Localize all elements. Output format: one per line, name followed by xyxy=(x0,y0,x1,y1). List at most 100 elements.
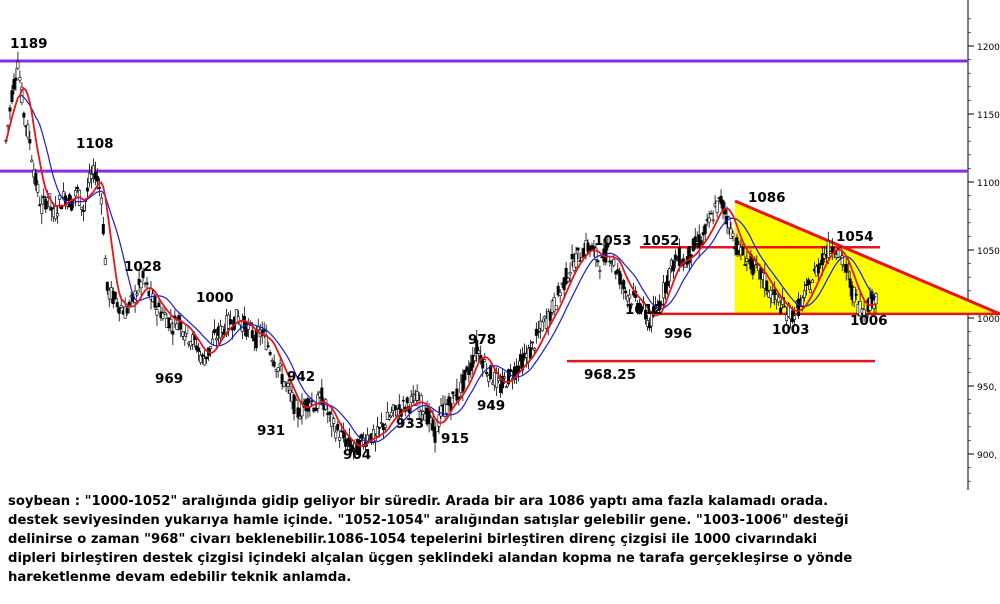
candle-body xyxy=(276,367,280,372)
price-label-933: 933 xyxy=(396,416,424,432)
candle-body xyxy=(699,240,703,245)
price-label-1052: 1052 xyxy=(642,233,680,249)
candle-body xyxy=(18,77,22,81)
candle-body xyxy=(332,418,336,424)
candle-body xyxy=(16,61,20,69)
candle-body xyxy=(475,339,479,354)
price-label-1054: 1054 xyxy=(836,229,874,245)
candle-body xyxy=(723,209,727,215)
candle-body xyxy=(455,388,459,401)
candle-body xyxy=(503,376,507,379)
candle-body xyxy=(820,253,824,266)
candle-body xyxy=(630,303,634,306)
candle-body xyxy=(816,264,820,274)
candle-body xyxy=(437,414,441,427)
candle-body xyxy=(727,216,731,229)
y-axis-tick-label: 900, xyxy=(977,451,997,461)
candle-body xyxy=(236,316,240,324)
candle-body xyxy=(463,369,467,381)
commentary-line: soybean : "1000-1052" aralığında gidip g… xyxy=(8,494,829,509)
candle-body xyxy=(769,289,773,299)
candle-body xyxy=(477,350,481,354)
candle-body xyxy=(854,293,858,296)
descending-triangle xyxy=(734,199,1000,316)
candle-body xyxy=(864,315,868,317)
candle-body xyxy=(858,300,862,316)
candle-body xyxy=(334,431,338,439)
price-label-904: 904 xyxy=(343,447,371,463)
candle-body xyxy=(741,247,745,256)
candle-body xyxy=(652,306,656,317)
candle-body xyxy=(183,335,187,341)
candle-body xyxy=(36,184,40,193)
candle-body xyxy=(497,378,501,382)
candle-body xyxy=(542,316,546,320)
candle-body xyxy=(288,389,292,394)
candle-body xyxy=(844,264,848,273)
candle-body xyxy=(411,393,415,396)
candle-body xyxy=(626,295,630,302)
fast-moving-average-line xyxy=(5,87,877,447)
candle-body xyxy=(85,187,89,192)
candle-body xyxy=(254,329,258,349)
candle-body xyxy=(457,396,461,399)
candle-body xyxy=(352,447,356,450)
commentary-line: destek seviyesinden yukarıya hamle içind… xyxy=(8,513,849,528)
candle-body xyxy=(153,296,157,308)
candle-body xyxy=(294,399,298,401)
candle-body xyxy=(667,268,671,282)
candle-body xyxy=(409,395,413,404)
candle-body xyxy=(846,270,850,273)
candle-body xyxy=(707,217,711,223)
candle-body xyxy=(161,312,165,319)
candle-body xyxy=(439,405,443,417)
candle-body xyxy=(536,330,540,333)
candle-body xyxy=(54,205,58,219)
slow-moving-average-line xyxy=(5,94,877,443)
candle-body xyxy=(568,272,572,275)
candle-body xyxy=(74,190,78,197)
candle-body xyxy=(401,399,405,402)
candle-body xyxy=(576,247,580,251)
candle-body xyxy=(60,206,64,210)
candle-body xyxy=(296,407,300,418)
candle-body xyxy=(640,309,644,312)
candle-body xyxy=(622,280,626,290)
candle-body xyxy=(638,303,642,313)
candle-body xyxy=(197,347,201,352)
price-label-968.25: 968.25 xyxy=(584,367,636,383)
candle-body xyxy=(292,394,296,414)
candle-body xyxy=(342,431,346,439)
candle-body xyxy=(485,371,489,375)
candle-body xyxy=(40,203,44,214)
candle-body xyxy=(657,300,661,311)
candle-body xyxy=(564,267,568,285)
candle-body xyxy=(280,374,284,384)
candle-body xyxy=(804,284,808,286)
candle-body xyxy=(76,187,80,190)
candle-body xyxy=(618,271,622,285)
candle-body xyxy=(298,416,302,419)
candle-body xyxy=(431,419,435,431)
candle-body xyxy=(659,303,663,306)
candle-body xyxy=(228,319,232,325)
y-axis-tick-label: 1100, xyxy=(977,179,1000,189)
candle-body xyxy=(570,254,574,260)
candle-body xyxy=(596,260,600,263)
candle-body xyxy=(693,236,697,247)
candle-body xyxy=(387,416,391,420)
candle-body xyxy=(552,297,556,312)
price-label-1086: 1086 xyxy=(748,190,786,206)
candle-body xyxy=(366,434,370,442)
support-resistance-levels xyxy=(0,59,1000,363)
candle-body xyxy=(808,289,812,294)
candle-body xyxy=(743,264,747,266)
candle-body xyxy=(447,396,451,406)
price-label-969: 969 xyxy=(155,371,183,387)
y-axis-tick-label: 1000, xyxy=(977,315,1000,325)
price-chart: 1200,1150,1100,1050,1000,950,900, 118911… xyxy=(0,0,1000,490)
candle-body xyxy=(175,323,179,330)
candle-body xyxy=(594,247,598,260)
candle-body xyxy=(574,253,578,268)
price-label-1012: 1012 xyxy=(625,302,663,318)
